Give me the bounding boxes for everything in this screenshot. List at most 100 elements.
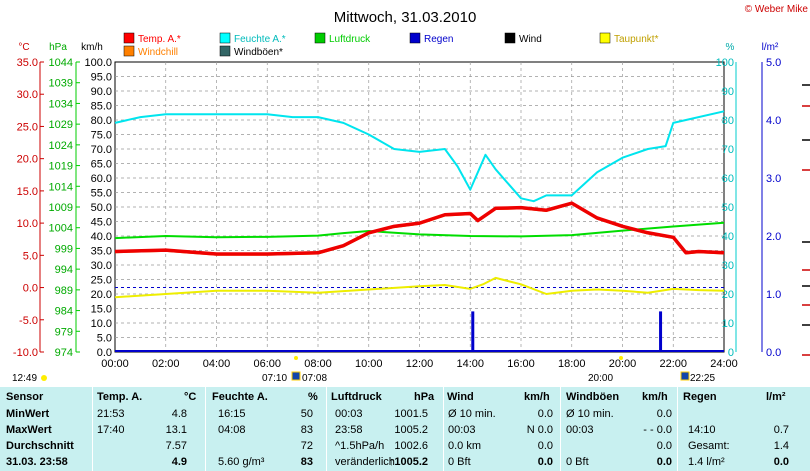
hum-tick: 10	[722, 318, 734, 330]
chart-title: Mittwoch, 31.03.2010	[334, 9, 477, 26]
press-tick: 994	[55, 264, 73, 276]
table-cell: 00:03	[335, 408, 363, 420]
table-cell: 83	[300, 424, 313, 436]
time-tick: 24:00	[710, 358, 738, 370]
table-cell: 00:03	[448, 424, 476, 436]
hdr-hum: Feuchte A.	[212, 391, 268, 403]
wind-tick: 10.0	[91, 318, 112, 330]
row-label: Durchschnitt	[6, 440, 74, 452]
table-cell: 1001.5	[394, 408, 428, 420]
table-cell: - - 0.0	[643, 424, 672, 436]
hum-tick: 80	[722, 115, 734, 127]
wind-tick: 20.0	[91, 289, 112, 301]
table-cell: Gesamt:	[688, 440, 730, 452]
wind-tick: 35.0	[91, 246, 112, 258]
table-cell: 0.0 km	[448, 440, 482, 452]
wind-tick: 50.0	[91, 202, 112, 214]
hdr-press: Luftdruck	[331, 391, 382, 403]
temp-tick: 5.0	[23, 250, 38, 262]
press-tick: 1034	[49, 98, 73, 110]
wind-tick: 40.0	[91, 231, 112, 243]
time-tick: 22:00	[659, 358, 687, 370]
wind-tick: 65.0	[91, 159, 112, 171]
legend-label: Wind	[519, 34, 542, 45]
press-tick: 974	[55, 347, 73, 359]
table-cell: 16:15	[218, 408, 246, 420]
legend-swatch	[314, 32, 326, 44]
legend-swatch	[123, 45, 135, 57]
moon-time: 22:25	[690, 373, 715, 384]
sunset-time: 07:08	[302, 373, 327, 384]
table-cell: 0.0	[537, 408, 553, 420]
temp-unit: °C	[18, 42, 29, 53]
hdr-rain-unit: l/m²	[766, 391, 786, 403]
table-cell: 4.8	[171, 408, 187, 420]
table-divider	[326, 387, 327, 471]
row-label: MaxWert	[6, 424, 52, 436]
hum-tick: 20	[722, 289, 734, 301]
temp-tick: 10.0	[17, 218, 38, 230]
hum-unit: %	[726, 42, 735, 53]
series-temperature	[114, 201, 725, 256]
wind-tick: 45.0	[91, 217, 112, 229]
rain-tick: 3.0	[766, 173, 781, 185]
legend-swatch	[219, 32, 231, 44]
temp-tick: 15.0	[17, 186, 38, 198]
table-cell: 1002.6	[394, 440, 428, 452]
table-cell: 7.57	[165, 440, 187, 452]
sunrise-icon	[291, 371, 301, 381]
hum-tick: 30	[722, 260, 734, 272]
legend-swatch	[504, 32, 516, 44]
hum-tick: 50	[722, 202, 734, 214]
hdr-gust: Windböen	[566, 391, 620, 403]
hum-tick: 100	[716, 57, 734, 69]
hdr-hum-unit: %	[308, 391, 318, 403]
wind-tick: 80.0	[91, 115, 112, 127]
rain-tick: 2.0	[766, 231, 781, 243]
press-tick: 999	[55, 243, 73, 255]
table-cell: Ø 10 min.	[566, 408, 614, 420]
table-cell: 0.7	[773, 424, 789, 436]
weather-chart: Mittwoch, 31.03.2010 © Weber Mike Temp. A.…	[12, 4, 810, 384]
table-cell: 83	[300, 456, 313, 468]
table-cell: 50	[300, 408, 313, 420]
press-tick: 1004	[49, 223, 73, 235]
wind-tick: 95.0	[91, 72, 112, 84]
table-cell: 1005.2	[394, 424, 428, 436]
legend-swatch	[219, 45, 231, 57]
legend-swatch	[599, 32, 611, 44]
temp-tick: -10.0	[13, 347, 38, 359]
hdr-sensor: Sensor	[6, 391, 44, 403]
time-tick: 12:00	[406, 358, 434, 370]
rain-tick: 5.0	[766, 57, 781, 69]
rain-unit: l/m²	[762, 42, 779, 53]
hdr-temp-unit: °C	[184, 391, 197, 403]
hum-tick: 0	[728, 347, 734, 359]
hdr-wind-unit: km/h	[524, 391, 550, 403]
row-label: MinWert	[6, 408, 50, 420]
hdr-rain: Regen	[683, 391, 717, 403]
table-cell: 04:08	[218, 424, 246, 436]
sun-marker	[294, 356, 298, 360]
table-cell: 0 Bft	[448, 456, 471, 468]
press-tick: 984	[55, 306, 73, 318]
table-cell: 0 Bft	[566, 456, 589, 468]
table-cell: veränderlich	[335, 456, 395, 468]
press-tick: 989	[55, 285, 73, 297]
table-cell: 0.0	[537, 440, 553, 452]
moon-icon	[680, 371, 690, 381]
press-tick: 1014	[49, 181, 73, 193]
press-tick: 1024	[49, 140, 73, 152]
wind-tick: 5.0	[97, 333, 112, 345]
press-tick: 979	[55, 326, 73, 338]
hdr-press-unit: hPa	[414, 391, 435, 403]
legend-label: Luftdruck	[329, 34, 371, 45]
summary-table: Sensor Temp. A. °C Feuchte A. % Luftdruc…	[0, 387, 810, 471]
legend-label: Temp. A.*	[138, 34, 181, 45]
table-cell: 0.0	[656, 440, 672, 452]
table-divider	[677, 387, 678, 471]
rain-tick: 0.0	[766, 347, 781, 359]
press-tick: 1044	[49, 57, 73, 69]
rain-bar	[659, 311, 663, 352]
